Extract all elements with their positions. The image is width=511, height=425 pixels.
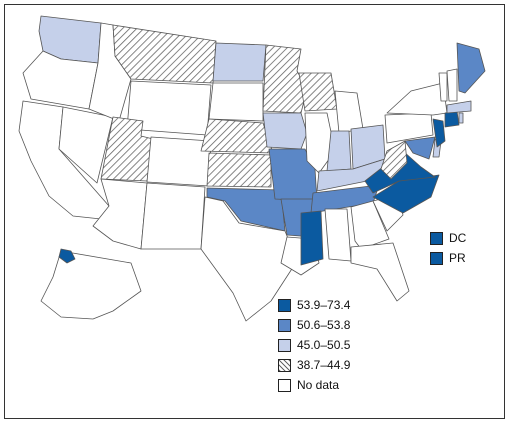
legend-item-4: 38.7–44.9 — [278, 357, 350, 373]
legend-item-5: No data — [278, 377, 339, 393]
pr-swatch — [430, 251, 443, 265]
state-tx — [200, 196, 298, 322]
state-ne — [200, 118, 274, 154]
legend-swatch-2 — [278, 318, 291, 332]
state-al — [324, 208, 352, 262]
state-nh — [446, 68, 458, 102]
dc-label: DC — [449, 231, 467, 245]
territory-pr: PR — [430, 250, 466, 266]
map-frame: DC PR 53.9–73.4 50.6–53.8 45.0–50.5 38.7… — [4, 4, 505, 419]
state-vt — [438, 72, 448, 102]
state-sd — [208, 82, 264, 122]
state-nd — [212, 42, 267, 82]
state-nj — [432, 118, 446, 148]
state-mt — [112, 24, 217, 84]
state-mi — [334, 90, 364, 134]
legend-label-4: 38.7–44.9 — [297, 358, 351, 372]
legend-item-1: 53.9–73.4 — [278, 297, 350, 313]
legend-swatch-4 — [278, 358, 291, 372]
state-ny — [386, 82, 448, 116]
legend-swatch-1 — [278, 298, 291, 312]
legend-label-3: 45.0–50.5 — [297, 338, 351, 352]
state-fl — [350, 242, 410, 302]
state-ri — [458, 112, 464, 124]
territory-dc: DC — [430, 230, 466, 246]
state-md — [404, 136, 436, 160]
legend-label-5: No data — [297, 378, 340, 392]
legend-swatch-3 — [278, 338, 291, 352]
legend-label-1: 53.9–73.4 — [297, 298, 351, 312]
us-choropleth-map — [18, 15, 486, 322]
state-ak — [40, 250, 142, 320]
dc-swatch — [430, 231, 443, 245]
state-ga — [350, 200, 390, 250]
state-nc — [372, 174, 440, 214]
state-me — [456, 42, 486, 94]
state-hi — [58, 248, 76, 264]
pr-label: PR — [449, 251, 466, 265]
state-ma — [446, 100, 472, 114]
state-il — [304, 112, 336, 174]
state-wi — [298, 72, 338, 112]
legend-item-2: 50.6–53.8 — [278, 317, 350, 333]
legend-label-2: 50.6–53.8 — [297, 318, 351, 332]
legend-swatch-5 — [278, 378, 291, 392]
state-mo — [268, 148, 318, 202]
state-ia — [262, 112, 308, 150]
state-nv — [58, 106, 114, 184]
state-co — [146, 136, 212, 187]
state-ct — [444, 110, 460, 128]
state-ms — [300, 210, 324, 266]
state-ks — [206, 152, 272, 188]
legend-item-3: 45.0–50.5 — [278, 337, 350, 353]
state-in — [326, 130, 352, 172]
state-nm — [140, 182, 206, 250]
state-wv — [380, 140, 408, 180]
